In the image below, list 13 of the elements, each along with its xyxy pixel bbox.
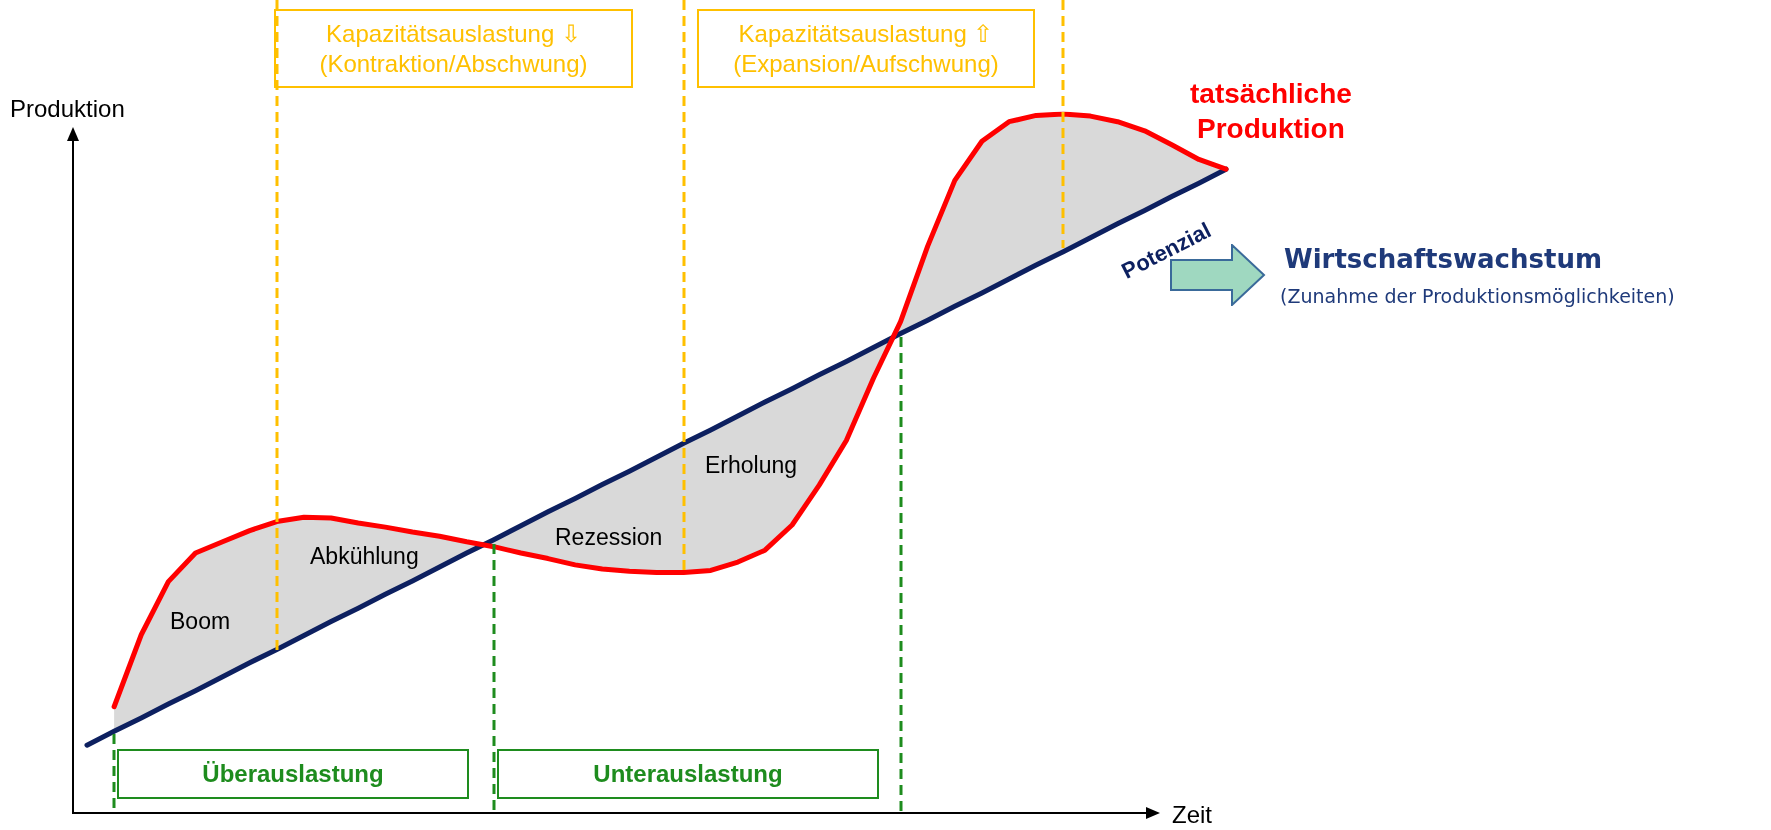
text: (Zunahme der Produktionsmöglichkeiten) bbox=[1280, 285, 1675, 309]
text-box: Kapazitätsauslastung ⇧ (Expansion/Aufschwung) bbox=[697, 9, 1035, 88]
annotation: Boom bbox=[170, 607, 231, 636]
text: Wirtschaftswachstum bbox=[1284, 243, 1602, 276]
series-label: tatsächliche Produktion bbox=[1190, 77, 1352, 146]
text-box: Unterauslastung bbox=[497, 749, 879, 799]
text-box: Kapazitätsauslastung ⇩ (Kontraktion/Abschwung) bbox=[274, 9, 633, 88]
annotation: Abkühlung bbox=[310, 542, 419, 571]
text-box: Überauslastung bbox=[117, 749, 469, 799]
x-axis-title: Zeit bbox=[1172, 800, 1213, 830]
annotation: Rezession bbox=[555, 523, 663, 552]
y-axis-title: Produktion bbox=[10, 94, 125, 124]
annotation: Erholung bbox=[705, 451, 798, 480]
